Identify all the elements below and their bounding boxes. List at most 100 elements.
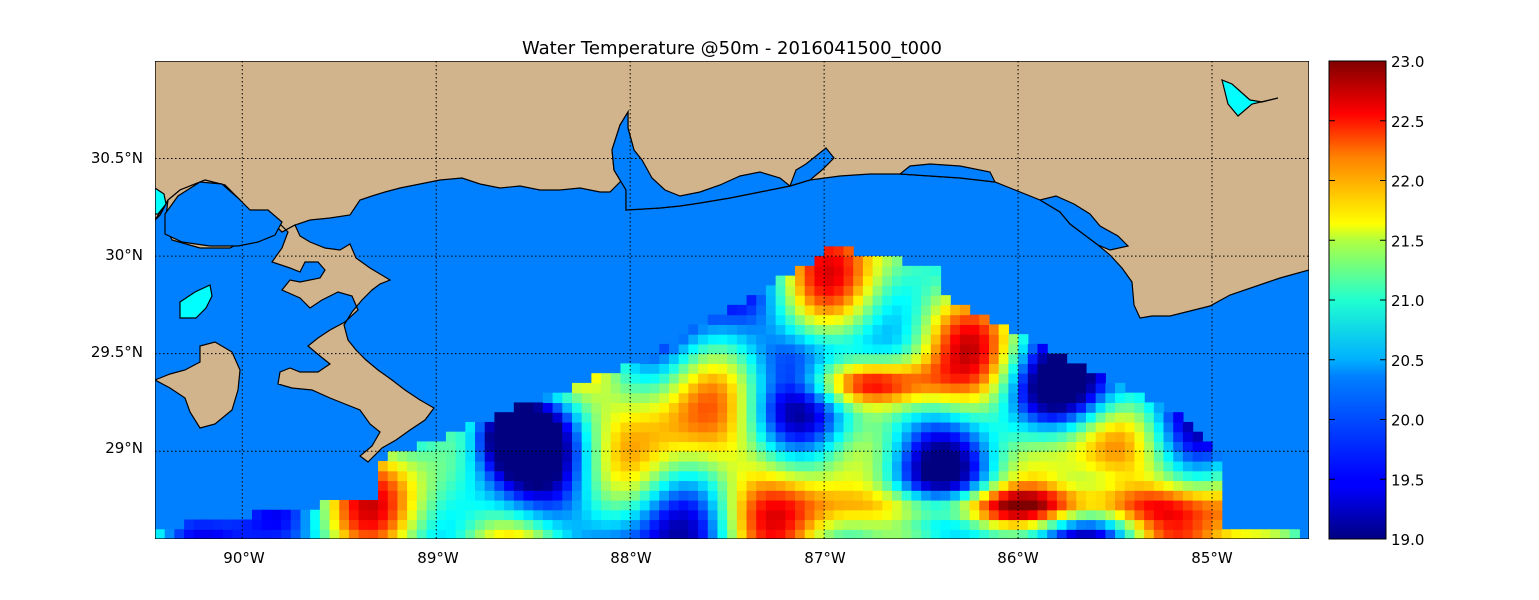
temperature-cell: [853, 441, 864, 452]
temperature-cell: [416, 509, 428, 521]
temperature-cell: [523, 412, 534, 423]
temperature-cell: [756, 382, 767, 394]
temperature-cell: [1270, 529, 1281, 539]
temperature-cell: [1056, 441, 1068, 452]
temperature-cell: [552, 480, 563, 491]
temperature-cell: [397, 509, 408, 521]
temperature-cell: [1018, 373, 1029, 384]
temperature-cell: [1173, 451, 1184, 462]
temperature-cell: [804, 431, 816, 443]
temperature-cell: [756, 334, 767, 345]
temperature-cell: [1027, 343, 1039, 355]
temperature-cell: [736, 373, 748, 384]
temperature-cell: [1066, 363, 1077, 374]
temperature-cell: [562, 402, 573, 413]
temperature-cell: [746, 480, 757, 491]
temperature-cell: [872, 295, 883, 306]
colorbar-tick-label: 19.5: [1391, 471, 1424, 489]
temperature-cell: [872, 373, 883, 384]
temperature-cell: [795, 412, 806, 423]
temperature-cell: [1124, 480, 1136, 491]
temperature-cell: [639, 460, 651, 472]
temperature-cell: [649, 441, 660, 452]
temperature-cell: [475, 431, 486, 443]
temperature-cell: [513, 402, 525, 413]
temperature-cell: [959, 382, 971, 394]
temperature-cell: [610, 373, 622, 384]
temperature-cell: [969, 451, 980, 462]
temperature-cell: [1144, 431, 1155, 443]
temperature-cell: [969, 412, 980, 423]
temperature-cell: [630, 451, 641, 462]
temperature-cell: [1173, 480, 1184, 491]
temperature-cell: [513, 519, 525, 530]
temperature-cell: [630, 480, 641, 491]
temperature-cell: [814, 265, 825, 277]
temperature-cell: [853, 402, 864, 413]
temperature-cell: [1115, 509, 1126, 521]
temperature-cell: [707, 402, 719, 413]
temperature-cell: [601, 529, 612, 539]
temperature-cell: [1027, 470, 1039, 482]
temperature-cell: [1115, 402, 1126, 413]
temperature-cell: [746, 451, 757, 462]
temperature-cell: [1008, 392, 1019, 404]
temperature-cell: [1008, 431, 1019, 443]
temperature-cell: [1018, 431, 1029, 443]
temperature-cell: [824, 285, 835, 296]
temperature-cell: [484, 529, 496, 539]
temperature-cell: [872, 431, 883, 443]
temperature-cell: [911, 295, 922, 306]
temperature-cell: [678, 499, 689, 511]
temperature-cell: [271, 519, 282, 530]
temperature-cell: [911, 529, 922, 539]
temperature-cell: [862, 509, 874, 521]
temperature-cell: [921, 402, 932, 413]
temperature-cell: [746, 431, 757, 443]
temperature-cell: [727, 441, 738, 452]
temperature-cell: [281, 529, 292, 539]
temperature-cell: [649, 519, 660, 530]
temperature-cell: [1153, 441, 1165, 452]
temperature-cell: [610, 480, 622, 491]
temperature-cell: [407, 460, 418, 472]
temperature-cell: [814, 295, 825, 306]
temperature-cell: [775, 441, 786, 452]
temperature-cell: [901, 265, 913, 277]
temperature-cell: [892, 499, 903, 511]
temperature-cell: [892, 509, 903, 521]
temperature-cell: [1105, 421, 1116, 433]
temperature-cell: [620, 519, 631, 530]
temperature-cell: [1163, 451, 1174, 462]
temperature-cell: [523, 470, 534, 482]
temperature-cell: [1085, 480, 1097, 491]
temperature-cell: [795, 353, 806, 365]
temperature-cell: [804, 480, 816, 491]
mobile-bay: [611, 109, 792, 211]
temperature-cell: [601, 373, 612, 384]
temperature-cell: [542, 529, 554, 539]
temperature-cell: [1115, 441, 1126, 452]
temperature-cell: [1066, 499, 1077, 511]
temperature-cell: [756, 451, 767, 462]
temperature-cell: [969, 353, 980, 365]
temperature-cell: [1056, 373, 1068, 384]
temperature-cell: [1085, 412, 1097, 423]
temperature-cell: [785, 382, 796, 394]
temperature-cell: [988, 363, 1000, 374]
temperature-cell: [814, 431, 825, 443]
temperature-cell: [765, 499, 777, 511]
temperature-cell: [1182, 499, 1194, 511]
temperature-cell: [1124, 519, 1136, 530]
temperature-cell: [804, 324, 816, 335]
temperature-cell: [1153, 480, 1165, 491]
temperature-cell: [872, 509, 883, 521]
temperature-cell: [698, 529, 709, 539]
temperature-cell: [1008, 421, 1019, 433]
temperature-cell: [843, 421, 854, 433]
temperature-cell: [862, 275, 874, 286]
temperature-cell: [1134, 402, 1145, 413]
temperature-cell: [736, 314, 748, 325]
temperature-cell: [785, 470, 796, 482]
temperature-cell: [853, 529, 864, 539]
